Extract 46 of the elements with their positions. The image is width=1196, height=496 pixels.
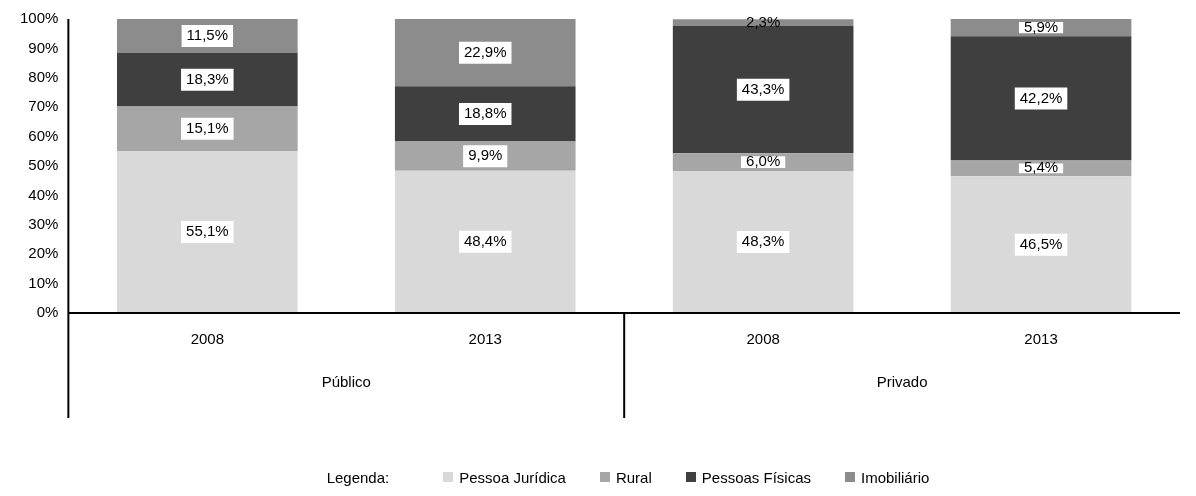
x-tick-label: 2008 <box>190 330 225 348</box>
y-tick-label: 30% <box>28 214 59 232</box>
data-label: 55,1% <box>186 222 229 240</box>
bar <box>394 19 576 87</box>
y-tick-label: 50% <box>28 156 59 174</box>
data-label: 43,3% <box>741 79 785 97</box>
data-label: 5,9% <box>1023 17 1059 35</box>
data-label: 46,5% <box>1019 234 1063 252</box>
data-label: 18,3% <box>186 69 229 87</box>
data-label: 11,5% <box>186 26 229 44</box>
bar <box>672 19 854 27</box>
data-label: 15,1% <box>186 118 229 136</box>
data-label: 48,3% <box>741 232 785 250</box>
bar <box>672 171 854 313</box>
y-tick-label: 90% <box>28 38 59 56</box>
data-label: 9,9% <box>468 146 503 164</box>
data-label: 6,0% <box>746 152 781 170</box>
data-label: 5,4% <box>1023 158 1059 176</box>
x-tick-label: 2013 <box>468 330 502 348</box>
y-tick-label: 80% <box>28 67 59 85</box>
y-tick-label: 60% <box>28 126 59 144</box>
x-tick-label: 2008 <box>746 330 780 348</box>
legend-label: Pessoas Físicas <box>701 468 812 486</box>
y-tick-label: 10% <box>28 273 59 291</box>
data-label: 48,4% <box>463 231 507 249</box>
bar <box>394 170 576 313</box>
data-label: 18,8% <box>463 104 507 122</box>
y-tick-label: 0% <box>36 303 59 321</box>
y-tick-label: 20% <box>28 244 59 262</box>
x-tick-label: 2013 <box>1024 330 1058 348</box>
data-label: 22,9% <box>463 42 507 60</box>
bar <box>950 176 1132 313</box>
bar <box>117 151 298 313</box>
text: Público <box>321 373 371 391</box>
bar <box>117 52 298 107</box>
legend-title: Legenda: <box>326 468 390 486</box>
legend-label: Imobiliário <box>861 468 930 486</box>
bar <box>950 36 1132 161</box>
text: Privado <box>876 373 928 391</box>
legend-label: Rural <box>615 468 652 486</box>
y-tick-label: 40% <box>28 185 59 203</box>
bar <box>394 86 576 142</box>
y-tick-label: 100% <box>19 9 59 27</box>
data-label: 42,2% <box>1019 88 1063 106</box>
legend-label: Pessoa Jurídica <box>459 468 566 486</box>
y-tick-label: 70% <box>28 97 59 115</box>
